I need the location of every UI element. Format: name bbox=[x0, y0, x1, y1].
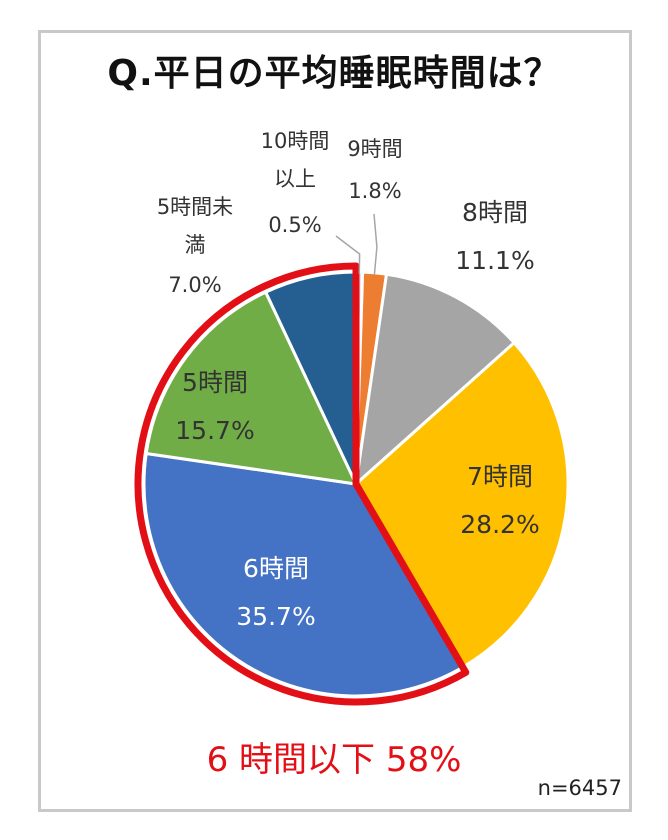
pie-slice-5 bbox=[144, 290, 359, 486]
summary-text: 6 時間以下 58% bbox=[206, 740, 462, 780]
pie-slice-2 bbox=[353, 272, 517, 488]
label-8h-value: 11.1% bbox=[455, 246, 535, 275]
label-8h-name: 8時間 bbox=[462, 198, 528, 227]
chart-title: Q.平日の平均睡眠時間は？ bbox=[107, 53, 561, 94]
leader-line bbox=[373, 213, 378, 275]
leader-line bbox=[335, 235, 361, 275]
label-under5h-value: 7.0% bbox=[168, 273, 222, 297]
label-5h-value: 15.7% bbox=[175, 416, 255, 445]
label-10h-name: 10時間 以上 bbox=[260, 129, 330, 191]
pie-slice-4 bbox=[142, 451, 465, 698]
label-7h-name: 7時間 bbox=[467, 462, 533, 491]
highlight-outline bbox=[134, 262, 470, 706]
label-5h-name: 5時間 bbox=[182, 368, 248, 397]
label-7h-value: 28.2% bbox=[460, 510, 540, 539]
label-6h-name: 6時間 bbox=[243, 554, 309, 583]
label-6h-value: 35.7% bbox=[236, 602, 316, 631]
sample-size: n=6457 bbox=[537, 776, 622, 800]
label-9h-name: 9時間 bbox=[347, 137, 403, 161]
label-10h-value: 0.5% bbox=[268, 213, 322, 237]
label-9h-value: 1.8% bbox=[348, 179, 402, 203]
pie-slice-3 bbox=[354, 340, 570, 670]
label-under5h-name: 5時間未 満 bbox=[156, 195, 234, 257]
